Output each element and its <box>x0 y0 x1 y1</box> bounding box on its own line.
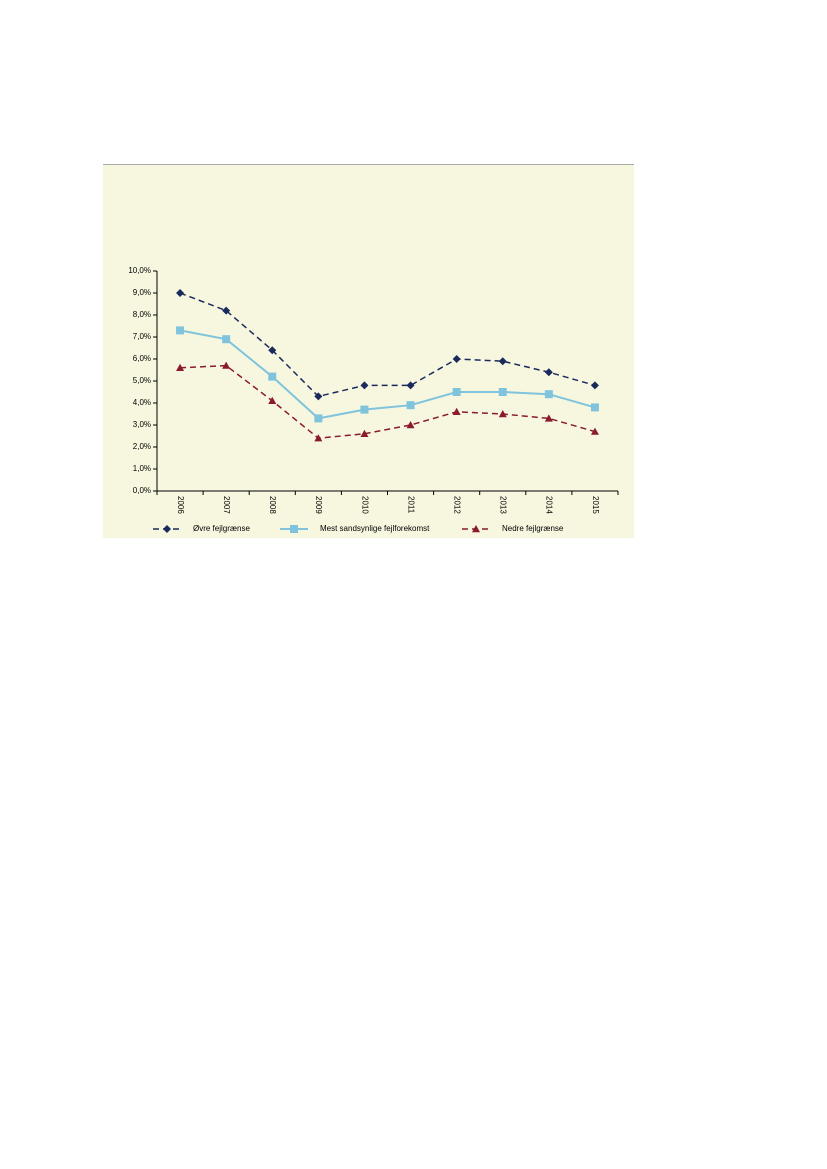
marker <box>176 289 185 297</box>
marker <box>268 346 277 355</box>
marker <box>314 392 323 401</box>
y-tick-label: 3,0% <box>133 420 151 429</box>
marker <box>452 355 461 363</box>
legend-label: Nedre fejlgrænse <box>502 524 564 533</box>
marker <box>590 403 599 412</box>
y-tick-label: 8,0% <box>133 310 151 319</box>
marker <box>176 363 185 371</box>
marker <box>176 326 185 335</box>
y-tick-label: 10,0% <box>128 266 151 275</box>
marker <box>360 429 369 437</box>
x-tick-label: 2014 <box>545 496 554 514</box>
y-tick-label: 2,0% <box>133 442 151 451</box>
marker <box>360 381 369 390</box>
chart-background <box>103 164 634 538</box>
marker <box>544 368 553 377</box>
series-line <box>179 329 596 420</box>
marker <box>472 525 480 533</box>
marker <box>268 396 277 404</box>
marker <box>406 381 415 390</box>
x-tick-label: 2015 <box>591 496 600 514</box>
legend-label: Mest sandsynlige fejlforekomst <box>320 524 430 533</box>
marker <box>360 405 369 414</box>
y-tick-label: 9,0% <box>133 288 151 297</box>
x-tick-label: 2009 <box>314 496 323 514</box>
marker <box>406 401 415 410</box>
x-tick-label: 2008 <box>268 496 277 514</box>
marker <box>452 388 461 396</box>
y-tick-label: 4,0% <box>133 398 151 407</box>
x-tick-label: 2013 <box>499 496 508 514</box>
marker <box>498 410 507 418</box>
y-tick-label: 7,0% <box>133 332 151 341</box>
marker <box>544 414 553 422</box>
marker <box>544 390 553 399</box>
marker <box>222 361 231 369</box>
marker <box>590 381 599 390</box>
marker <box>498 357 507 366</box>
y-tick-label: 1,0% <box>133 464 151 473</box>
x-tick-label: 2012 <box>453 496 462 514</box>
x-tick-label: 2007 <box>222 496 231 514</box>
marker <box>314 434 323 442</box>
x-tick-label: 2011 <box>406 496 415 514</box>
marker <box>498 388 507 396</box>
marker <box>222 335 231 344</box>
marker <box>406 421 415 429</box>
marker <box>290 525 298 533</box>
y-tick-label: 0,0% <box>133 486 151 495</box>
marker <box>268 372 277 381</box>
legend-label: Øvre fejlgrænse <box>193 524 250 533</box>
x-tick-label: 2010 <box>360 496 369 514</box>
series-line <box>179 292 596 398</box>
series-line <box>180 364 596 439</box>
marker <box>590 427 599 435</box>
marker <box>222 306 231 315</box>
y-tick-label: 5,0% <box>133 376 151 385</box>
y-tick-label: 6,0% <box>133 354 151 363</box>
x-tick-label: 2006 <box>176 496 185 514</box>
marker <box>314 414 323 423</box>
marker <box>452 407 461 415</box>
marker <box>163 525 171 533</box>
